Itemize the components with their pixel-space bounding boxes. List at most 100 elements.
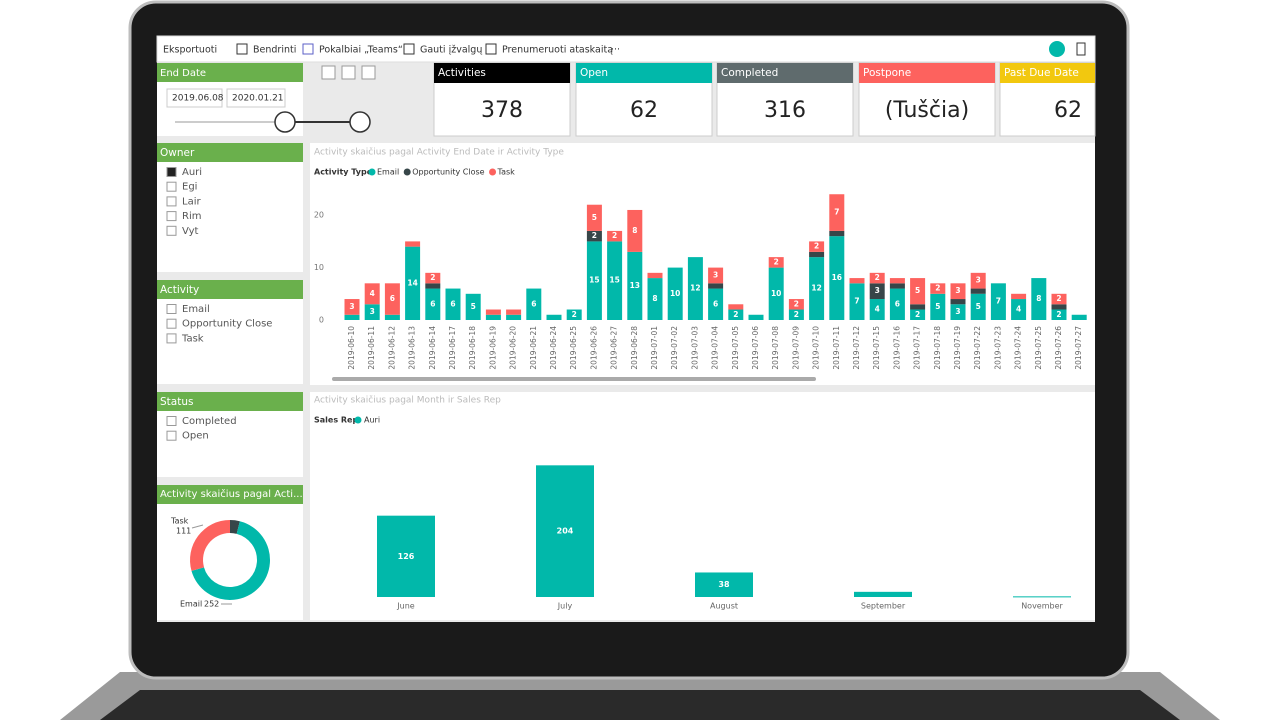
bar-segment xyxy=(869,272,885,284)
data-label: 3 xyxy=(875,286,880,295)
slicer-item[interactable]: Rim xyxy=(182,211,201,222)
checkbox[interactable] xyxy=(166,211,177,222)
data-label: 3 xyxy=(370,307,375,316)
checkbox[interactable] xyxy=(166,304,177,314)
bar-segment xyxy=(970,293,986,320)
slicer-item[interactable]: Opportunity Close xyxy=(182,319,272,330)
bar-segment xyxy=(950,283,966,300)
checkbox[interactable] xyxy=(166,318,177,329)
bar-segment xyxy=(566,309,582,320)
x-tick-label: 2019-06-28 xyxy=(630,326,639,370)
data-label: 7 xyxy=(854,297,859,306)
slicer-item[interactable]: Lair xyxy=(182,196,201,207)
slider-handle[interactable] xyxy=(349,111,371,133)
bar-segment xyxy=(1011,293,1027,300)
data-label: 4 xyxy=(875,305,880,314)
slicer-title: Activity xyxy=(160,284,199,296)
bar-segment xyxy=(950,304,966,320)
date-box[interactable] xyxy=(166,88,223,108)
toolbar-item[interactable]: Pokalbiai „Teams“ xyxy=(319,45,403,56)
slicer-item[interactable]: Auri xyxy=(182,167,202,178)
bar-segment xyxy=(910,309,926,320)
x-tick-label: 2019-06-17 xyxy=(448,326,457,370)
bar-segment xyxy=(506,309,522,315)
legend-label: Task xyxy=(497,168,516,177)
toolbar-item[interactable]: Gauti įžvalgų xyxy=(420,45,482,56)
bar-segment xyxy=(546,314,562,320)
bar xyxy=(695,572,753,597)
toolbar-icon xyxy=(403,43,415,55)
bar-segment xyxy=(869,299,885,320)
x-tick-label: 2019-07-02 xyxy=(670,326,679,370)
slicer-item[interactable]: Egi xyxy=(182,182,197,193)
checkbox[interactable] xyxy=(166,181,177,192)
kpi-title: Completed xyxy=(721,67,778,79)
bar-segment xyxy=(405,241,421,247)
checkbox[interactable] xyxy=(166,416,177,426)
data-label: 6 xyxy=(895,299,900,308)
data-label: 6 xyxy=(450,299,455,308)
slicer-item[interactable]: Completed xyxy=(182,416,237,427)
bar-segment xyxy=(970,288,986,294)
bar-segment xyxy=(809,241,825,252)
x-tick-label: 2019-06-21 xyxy=(529,326,538,370)
slicer-item[interactable]: Vyt xyxy=(182,226,198,237)
kpi-value: 316 xyxy=(764,98,806,123)
bar xyxy=(536,465,594,597)
x-tick-label: July xyxy=(557,602,573,611)
bar-segment xyxy=(869,283,885,300)
refresh-icon[interactable] xyxy=(1049,41,1065,57)
data-label: 2 xyxy=(794,299,799,308)
toolbar-item[interactable]: Bendrinti xyxy=(253,45,296,56)
bar-segment xyxy=(768,267,784,320)
data-label: 2 xyxy=(1056,294,1061,303)
bar-segment xyxy=(405,246,421,320)
bar-segment xyxy=(384,314,400,320)
filter-icon[interactable] xyxy=(321,65,336,80)
data-label: 6 xyxy=(713,299,718,308)
data-label: 2 xyxy=(572,310,577,319)
slicer-item[interactable]: Open xyxy=(182,431,209,442)
scrollbar[interactable] xyxy=(332,377,816,381)
donut-label: Task xyxy=(170,517,189,526)
slicer xyxy=(157,143,303,272)
checkbox[interactable] xyxy=(166,333,177,344)
slicer-title: Owner xyxy=(160,147,195,159)
slicer-header xyxy=(157,143,303,162)
legend-marker xyxy=(368,168,376,176)
bar-segment xyxy=(344,299,360,315)
toolbar-icon xyxy=(302,43,314,55)
leader-line xyxy=(191,524,204,529)
toolbar-item[interactable]: Prenumeruoti ataskaitą xyxy=(502,45,613,56)
date-box[interactable] xyxy=(226,88,286,108)
x-tick-label: 2019-06-20 xyxy=(509,326,518,370)
slider-handle[interactable] xyxy=(274,111,296,133)
donut-slice xyxy=(190,520,230,571)
x-tick-label: 2019-06-25 xyxy=(569,326,578,370)
bar-segment xyxy=(1011,299,1027,320)
slicer-title: Status xyxy=(160,396,193,408)
x-tick-label: 2019-07-19 xyxy=(953,326,962,370)
checkbox[interactable] xyxy=(166,196,177,207)
toolbar-item[interactable]: Eksportuoti xyxy=(163,45,217,56)
checkbox[interactable] xyxy=(166,430,177,441)
bar-segment xyxy=(849,278,865,284)
legend-marker xyxy=(354,416,362,424)
toolbar xyxy=(156,35,1096,63)
bar-segment xyxy=(445,288,461,320)
donut-slice xyxy=(230,520,240,534)
donut-value: 111 xyxy=(176,527,191,536)
toolbar-item[interactable]: ··· xyxy=(611,45,620,56)
x-tick-label: 2019-07-27 xyxy=(1074,326,1083,370)
focus-icon[interactable] xyxy=(341,65,356,80)
checkbox[interactable] xyxy=(166,225,177,236)
more-icon[interactable] xyxy=(361,65,376,80)
checkbox[interactable] xyxy=(166,167,177,177)
data-label: 3 xyxy=(955,286,960,295)
donut-title: Activity skaičius pagal Acti... xyxy=(160,488,303,500)
slicer-item[interactable]: Task xyxy=(181,333,204,344)
data-label: 4 xyxy=(1016,305,1021,314)
slicer-item[interactable]: Email xyxy=(182,304,210,315)
bookmark-icon[interactable] xyxy=(1076,42,1086,56)
